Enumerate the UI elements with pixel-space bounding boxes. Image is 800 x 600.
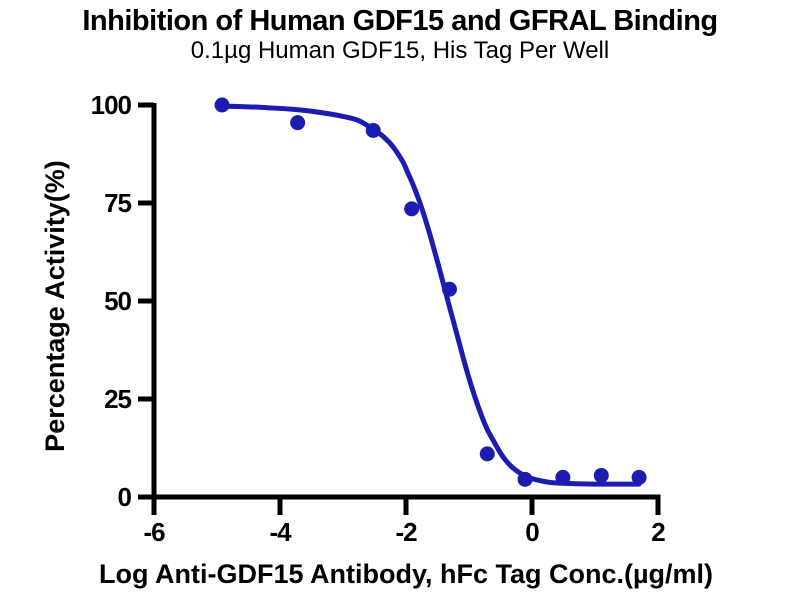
chart-subtitle: 0.1µg Human GDF15, His Tag Per Well [190,37,610,64]
data-point [441,281,457,297]
data-point [517,471,533,487]
y-tick-label: 0 [117,482,132,512]
y-tick-label: 100 [90,90,132,120]
chart-title: Inhibition of Human GDF15 and GFRAL Bind… [82,5,718,37]
data-point [290,115,306,131]
x-tick-label: -4 [269,517,291,547]
y-tick-label: 25 [104,384,132,414]
data-point [214,97,230,113]
y-tick-label: 50 [104,286,132,316]
data-point [479,446,495,462]
data-point [631,469,647,485]
data-point [555,469,571,485]
fit-curve [219,103,642,487]
x-tick-label: 2 [651,517,665,547]
x-axis-title: Log Anti-GDF15 Antibody, hFc Tag Conc.(µ… [99,559,713,589]
data-point [365,122,381,138]
data-point [593,467,609,483]
x-tick-label: -6 [143,517,165,547]
x-tick-label: 0 [525,517,539,547]
data-point [404,201,420,217]
x-tick-label: -2 [395,517,417,547]
y-tick-label: 75 [104,188,132,218]
